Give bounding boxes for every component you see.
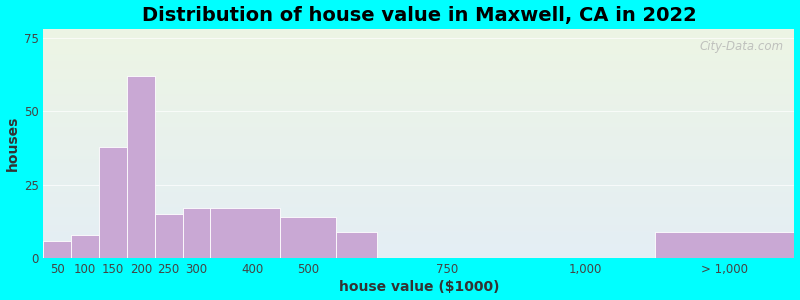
Bar (71, 235, 99, 258)
Bar (655, 232, 794, 258)
Bar (335, 232, 378, 258)
Bar (43, 241, 71, 258)
Bar (127, 76, 154, 258)
X-axis label: house value ($1000): house value ($1000) (338, 280, 499, 294)
Bar (99, 147, 127, 258)
Bar (154, 214, 182, 258)
Bar (280, 217, 335, 258)
Title: Distribution of house value in Maxwell, CA in 2022: Distribution of house value in Maxwell, … (142, 6, 696, 25)
Bar (210, 208, 280, 258)
Text: City-Data.com: City-Data.com (699, 40, 783, 53)
Bar (182, 208, 210, 258)
Y-axis label: houses: houses (6, 116, 19, 171)
